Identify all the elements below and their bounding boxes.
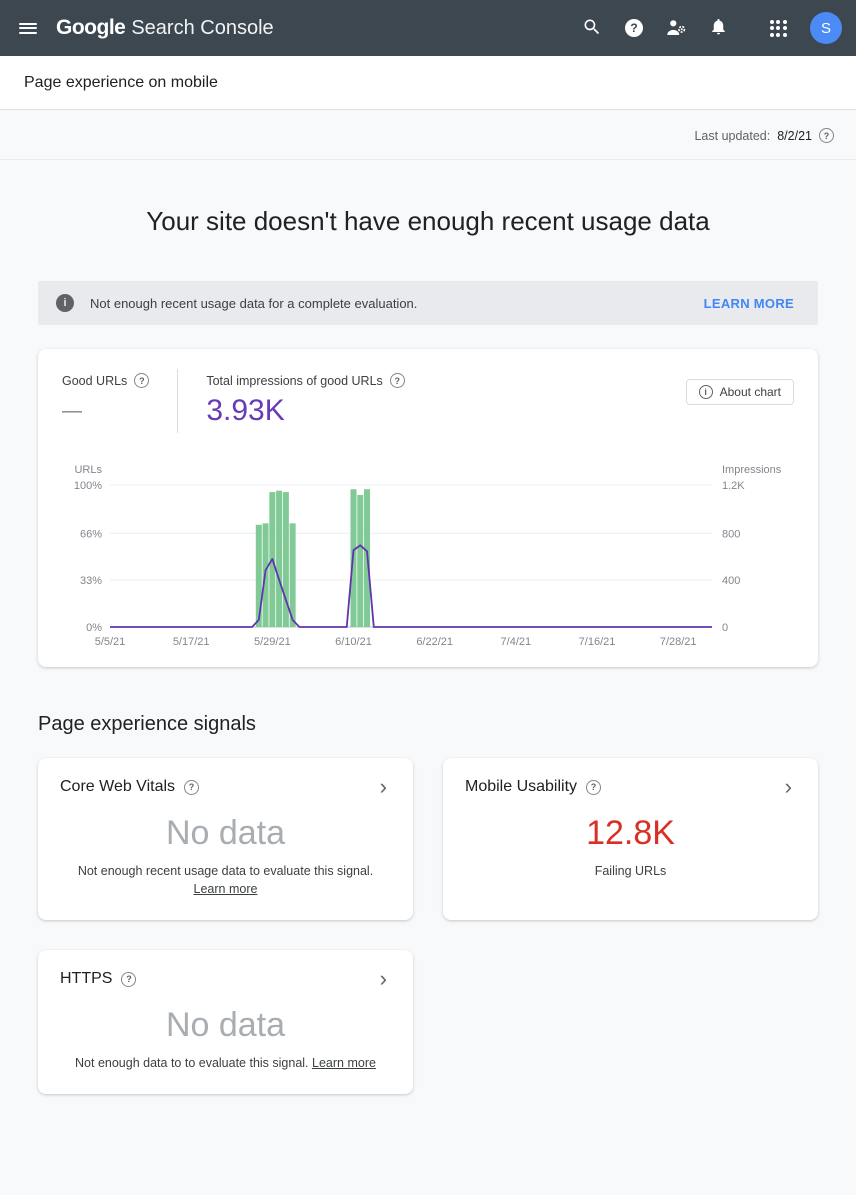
hero-heading: Your site doesn't have enough recent usa…	[146, 206, 710, 236]
svg-text:5/17/21: 5/17/21	[173, 636, 210, 648]
notifications-button[interactable]	[698, 8, 738, 48]
user-settings-icon	[665, 17, 687, 40]
help-button[interactable]: ?	[614, 8, 654, 48]
learn-more-button[interactable]: LEARN MORE	[698, 295, 800, 312]
svg-text:6/10/21: 6/10/21	[335, 636, 372, 648]
banner-message: Not enough recent usage data for a compl…	[90, 295, 418, 311]
learn-more-link[interactable]: Learn more	[312, 1056, 376, 1071]
card-description: Failing URLs	[594, 864, 667, 878]
svg-text:6/22/21: 6/22/21	[416, 636, 453, 648]
svg-text:800: 800	[722, 528, 740, 540]
svg-text:URLs: URLs	[74, 464, 102, 476]
chevron-right-icon[interactable]: ›	[784, 774, 792, 799]
signals-heading: Page experience signals	[38, 713, 256, 735]
app-logo[interactable]: Google Search Console	[56, 16, 274, 40]
last-updated-label: Last updated:	[694, 128, 771, 143]
about-chart-button[interactable]: i About chart	[685, 379, 794, 405]
chart-card: Good URLs ? — Total impressions of good …	[38, 349, 818, 667]
apps-button[interactable]	[758, 8, 798, 48]
titlebar: Page experience on mobile	[0, 56, 856, 110]
main-content: Last updated: 8/2/21 ? Your site doesn't…	[0, 110, 856, 1195]
svg-text:Impressions: Impressions	[722, 464, 782, 476]
card-value: 12.8K	[586, 814, 675, 852]
avatar[interactable]: S	[810, 12, 842, 44]
chevron-right-icon[interactable]: ›	[379, 774, 387, 799]
svg-text:66%: 66%	[80, 528, 102, 540]
chart-card-header: Good URLs ? — Total impressions of good …	[62, 369, 794, 433]
product-logo-text: Search Console	[131, 17, 274, 39]
svg-text:7/28/21: 7/28/21	[660, 636, 697, 648]
question-icon[interactable]: ?	[184, 779, 200, 795]
last-updated-date: 8/2/21	[777, 128, 812, 143]
svg-text:33%: 33%	[80, 575, 102, 587]
search-button[interactable]	[572, 8, 612, 48]
card-title: Core Web Vitals	[60, 778, 176, 795]
experience-chart-svg: 100% 1.2K 66% 800 33% 400 0% 0 URLs Impressions 5/…	[74, 464, 782, 648]
question-icon[interactable]: ?	[121, 971, 137, 987]
svg-text:7/4/21: 7/4/21	[501, 636, 532, 648]
impressions-label: Total impressions of good URLs	[206, 373, 383, 388]
hamburger-icon	[19, 20, 37, 36]
page-title: Page experience on mobile	[24, 73, 218, 91]
card-https[interactable]: HTTPS ? › No data Not enough data to to …	[38, 950, 413, 1095]
last-updated-row: Last updated: 8/2/21 ?	[0, 110, 856, 160]
menu-button[interactable]	[8, 8, 48, 48]
info-banner: i Not enough recent usage data for a com…	[38, 281, 818, 325]
app-header: Google Search Console ?	[0, 0, 856, 56]
card-value: No data	[165, 814, 286, 852]
impressions-value: 3.93K	[206, 394, 285, 427]
svg-text:0%: 0%	[86, 622, 102, 634]
svg-text:5/5/21: 5/5/21	[95, 636, 126, 648]
chevron-right-icon[interactable]: ›	[379, 966, 387, 992]
svg-text:1.2K: 1.2K	[722, 480, 745, 492]
signal-cards: Core Web Vitals ? › No data Not enough r…	[38, 758, 818, 1095]
metric-divider	[177, 369, 179, 433]
svg-text:400: 400	[722, 575, 740, 587]
avatar-letter: S	[820, 19, 831, 37]
info-icon: i	[56, 294, 74, 312]
svg-text:5/29/21: 5/29/21	[254, 636, 291, 648]
search-icon	[582, 17, 602, 40]
user-settings-button[interactable]	[656, 8, 696, 48]
card-title: HTTPS	[60, 970, 113, 988]
bell-icon	[709, 17, 728, 39]
question-icon[interactable]: ?	[586, 779, 602, 795]
apps-grid-icon	[769, 19, 787, 37]
svg-text:0: 0	[722, 622, 728, 634]
question-icon[interactable]: ?	[134, 373, 150, 388]
impressions-metric[interactable]: Total impressions of good URLs ? 3.93K	[206, 369, 405, 428]
appbar-actions: ? S	[572, 8, 842, 48]
help-icon: ?	[625, 19, 643, 37]
card-mobile-usability[interactable]: Mobile Usability ? › 12.8K Failing URLs	[443, 758, 818, 921]
good-urls-value: —	[62, 400, 82, 422]
card-description: Not enough recent usage data to evaluate…	[77, 864, 374, 897]
svg-text:100%: 100%	[74, 480, 102, 492]
question-icon[interactable]: ?	[389, 373, 405, 388]
good-urls-metric[interactable]: Good URLs ? —	[62, 369, 150, 423]
learn-more-link[interactable]: Learn more	[193, 882, 258, 897]
about-chart-label: About chart	[719, 385, 781, 399]
svg-text:7/16/21: 7/16/21	[579, 636, 616, 648]
card-title: Mobile Usability	[465, 778, 578, 795]
google-logo-text: Google	[56, 16, 126, 39]
card-description: Not enough data to to evaluate this sign…	[75, 1056, 376, 1071]
question-icon[interactable]: ?	[819, 128, 834, 143]
good-urls-label: Good URLs	[62, 373, 128, 388]
card-value: No data	[165, 1006, 286, 1045]
card-core-web-vitals[interactable]: Core Web Vitals ? › No data Not enough r…	[38, 758, 413, 921]
info-outline-icon: i	[698, 385, 713, 399]
